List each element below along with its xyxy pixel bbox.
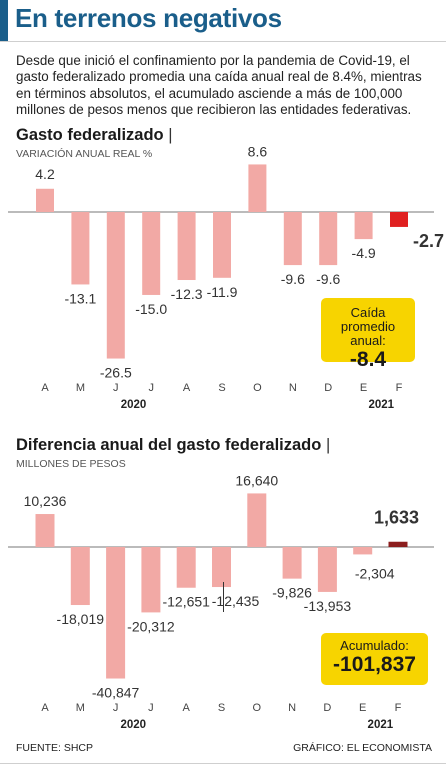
chart1-bar <box>177 212 196 281</box>
chart1-bar <box>36 188 54 212</box>
chart2-bar <box>247 493 267 547</box>
chart1-data-label: -9.6 <box>281 271 305 287</box>
page-title: En terrenos negativos <box>15 3 282 33</box>
chart1-bar-chart: 4.2A-13.1M-26.5J-15.0J-12.3A-11.9S8.6O-9… <box>8 143 444 411</box>
chart2-year-label: 2021 <box>368 719 394 731</box>
title-accent-stripe <box>0 0 8 42</box>
chart2-bar <box>317 547 337 592</box>
chart1-bar <box>142 212 161 295</box>
chart2-month-tick: S <box>218 702 225 714</box>
chart1-bar <box>319 212 338 266</box>
chart2-data-label: -13,953 <box>304 598 352 614</box>
chart2-month-tick: J <box>113 702 119 714</box>
chart1-data-label: -4.9 <box>352 245 376 261</box>
chart1-subtitle: VARIACIÓN ANUAL REAL % <box>16 148 153 160</box>
chart1-bar <box>106 212 125 359</box>
chart1-bar <box>354 212 373 240</box>
chart1-month-tick: S <box>218 382 225 394</box>
chart1-data-label: -26.5 <box>100 365 132 381</box>
chart1-data-label: 4.2 <box>35 166 55 182</box>
chart2-data-label: -12,651 <box>162 594 210 610</box>
chart2-data-label: -18,019 <box>57 611 105 627</box>
chart1-month-tick: J <box>148 382 154 394</box>
chart1-month-tick: M <box>76 382 85 394</box>
credit-note: GRÁFICO: EL ECONOMISTA <box>293 742 432 754</box>
chart2-month-tick: A <box>183 702 191 714</box>
chart1-month-tick: J <box>113 382 119 394</box>
chart2-bar-chart: 10,236A-18,019M-40,847J-20,312J-12,651A-… <box>8 472 434 731</box>
chart2-data-label: -9,826 <box>272 585 312 601</box>
chart1-month-tick: D <box>324 382 332 394</box>
chart2-title-bar: | <box>325 436 331 454</box>
chart2-callout-label: Acumulado: <box>340 638 409 653</box>
chart2-year-label: 2020 <box>120 719 146 731</box>
chart2-title: Diferencia anual del gasto federalizado … <box>16 436 330 455</box>
chart2-data-label: 16,640 <box>235 472 278 488</box>
chart1-bar <box>390 212 408 227</box>
chart2-data-label: -20,312 <box>127 618 175 634</box>
chart2-subtitle: MILLONES DE PESOS <box>16 458 126 470</box>
chart1-data-label: -13.1 <box>64 290 96 306</box>
chart1-data-label: 8.6 <box>248 143 268 159</box>
chart2-data-label: -2,304 <box>355 565 395 581</box>
chart1-bar <box>71 212 90 285</box>
chart1-data-label: -9.6 <box>316 271 340 287</box>
chart2-month-tick: A <box>41 702 49 714</box>
chart1-data-label: -12.3 <box>171 286 203 302</box>
chart1-bar <box>248 164 267 212</box>
chart2-month-tick: D <box>323 702 331 714</box>
chart2-month-tick: F <box>395 702 402 714</box>
chart2-bar <box>176 547 196 588</box>
chart1-month-tick: E <box>360 382 367 394</box>
chart2-month-tick: O <box>253 702 262 714</box>
chart2-bar <box>35 514 55 547</box>
chart1-title: Gasto federalizado | <box>16 126 173 145</box>
chart1-year-label: 2021 <box>369 399 395 411</box>
chart2-month-tick: M <box>76 702 85 714</box>
chart1-month-tick: O <box>253 382 262 394</box>
chart1-year-label: 2020 <box>121 399 147 411</box>
source-note: FUENTE: SHCP <box>16 742 94 754</box>
chart2-data-label: -40,847 <box>92 685 140 701</box>
chart2-bar <box>70 547 90 606</box>
chart1-bar <box>213 212 231 278</box>
chart2-data-label: 10,236 <box>24 493 67 509</box>
chart2-callout-value: -101,837 <box>333 653 416 676</box>
chart1-title-bar: | <box>168 126 173 144</box>
chart1-month-tick: F <box>396 382 403 394</box>
chart2-bar <box>282 547 302 579</box>
chart2-month-tick: E <box>359 702 366 714</box>
chart2-bar <box>106 547 126 679</box>
chart1-bar <box>283 212 302 266</box>
intro-paragraph: Desde que inició el confinamiento por la… <box>16 53 422 118</box>
chart1-callout: Caída promedio anual: -8.4 <box>321 298 415 371</box>
chart1-month-tick: N <box>289 382 297 394</box>
header-divider <box>0 41 446 42</box>
chart2-callout: Acumulado: -101,837 <box>321 633 428 685</box>
chart1-month-tick: A <box>183 382 191 394</box>
chart2-data-label: -12,435 <box>212 593 260 609</box>
chart1-callout-value: -8.4 <box>349 348 387 371</box>
chart1-data-label: -2.7 <box>413 231 444 251</box>
chart1-title-text: Gasto federalizado <box>16 126 164 144</box>
chart1-callout-label: Caída promedio anual: <box>340 305 396 348</box>
chart2-month-tick: N <box>288 702 296 714</box>
chart2-bar <box>353 547 373 555</box>
chart2-bar <box>212 547 231 588</box>
chart1-data-label: -11.9 <box>207 284 238 300</box>
chart1-data-label: -15.0 <box>135 301 167 317</box>
chart2-month-tick: J <box>148 702 154 714</box>
chart2-bar <box>141 547 161 613</box>
chart2-data-label: 1,633 <box>374 508 419 528</box>
chart2-bar <box>388 541 408 547</box>
chart1-month-tick: A <box>41 382 49 394</box>
chart2-title-text: Diferencia anual del gasto federalizado <box>16 436 322 454</box>
bottom-divider <box>0 763 446 764</box>
header: En terrenos negativos <box>0 0 446 42</box>
